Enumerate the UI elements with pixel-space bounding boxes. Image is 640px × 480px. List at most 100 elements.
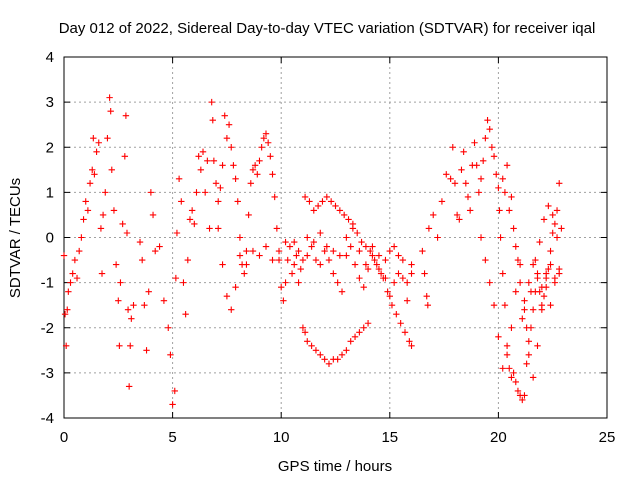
data-point (521, 392, 528, 399)
data-point (501, 301, 509, 309)
data-point (141, 301, 148, 309)
data-point (67, 279, 74, 286)
data-point (377, 270, 385, 277)
data-point (542, 270, 550, 277)
data-point (497, 234, 504, 241)
data-point (201, 189, 209, 196)
data-point (532, 256, 539, 264)
data-point (236, 252, 244, 259)
data-point (84, 207, 92, 214)
data-point (523, 324, 530, 331)
data-point (408, 270, 415, 277)
data-point (64, 306, 71, 313)
data-point (540, 216, 548, 223)
data-point (395, 252, 402, 259)
data-point (182, 311, 189, 318)
y-tick-label: -2 (41, 320, 54, 337)
data-point (449, 144, 456, 151)
data-point (78, 234, 85, 241)
data-point (403, 279, 411, 286)
data-point (282, 279, 289, 286)
data-point (349, 220, 357, 228)
data-point (186, 216, 194, 223)
data-point (343, 347, 350, 354)
data-point (76, 247, 83, 255)
data-point (510, 225, 517, 232)
data-point (456, 216, 463, 223)
data-point (308, 243, 315, 250)
data-point (556, 270, 563, 277)
data-point (217, 184, 224, 192)
data-point (434, 234, 441, 241)
data-point (124, 306, 132, 313)
data-point (208, 98, 215, 106)
data-point (358, 238, 365, 246)
data-point (280, 297, 287, 304)
data-point (382, 256, 389, 264)
data-point (262, 243, 270, 250)
data-point (191, 220, 198, 228)
data-point (545, 265, 552, 273)
data-point (553, 234, 561, 241)
data-point (221, 112, 228, 119)
data-point (199, 148, 207, 155)
data-point (138, 256, 146, 264)
data-point (264, 139, 272, 146)
data-point (495, 333, 502, 340)
data-point (223, 292, 231, 300)
data-point (91, 171, 98, 178)
data-point (369, 243, 376, 250)
data-point (295, 279, 302, 286)
data-point (273, 225, 281, 232)
y-tick-label: -3 (41, 365, 54, 382)
data-point (356, 247, 363, 255)
data-point (107, 107, 114, 115)
data-point (499, 365, 506, 372)
data-point (556, 180, 563, 187)
data-point (256, 252, 263, 259)
data-point (209, 116, 216, 124)
data-point (403, 297, 411, 304)
x-tick-label: 15 (381, 429, 398, 446)
data-point (399, 274, 407, 282)
data-point (364, 320, 372, 327)
data-point (228, 144, 235, 151)
data-point (325, 360, 333, 368)
data-point (512, 288, 519, 295)
data-point (519, 396, 526, 404)
data-point (65, 288, 72, 295)
data-point (384, 288, 391, 295)
x-tick-label: 10 (273, 429, 290, 446)
data-point (482, 135, 489, 142)
data-point (538, 301, 546, 309)
data-point (486, 126, 493, 133)
data-point (336, 252, 344, 259)
data-point (241, 270, 248, 277)
data-point (288, 270, 296, 277)
data-point (317, 261, 324, 268)
data-point (360, 283, 367, 291)
data-point (547, 247, 554, 255)
data-point (308, 342, 315, 349)
data-point (395, 270, 402, 277)
data-point (464, 193, 472, 201)
data-point (367, 247, 374, 255)
data-point (136, 238, 144, 246)
data-point (484, 116, 491, 124)
data-point (330, 270, 337, 277)
data-point (125, 383, 133, 390)
data-point (508, 374, 515, 381)
y-tick-label: -4 (41, 410, 54, 427)
data-point (460, 148, 467, 155)
data-point (345, 216, 352, 223)
data-point (219, 261, 226, 268)
data-point (516, 261, 524, 268)
data-point (553, 207, 561, 214)
data-point (516, 279, 524, 286)
data-point (127, 342, 134, 349)
data-point (529, 374, 537, 381)
data-point (371, 256, 378, 264)
data-point (525, 338, 533, 345)
data-point (547, 261, 554, 268)
data-point (447, 175, 454, 183)
